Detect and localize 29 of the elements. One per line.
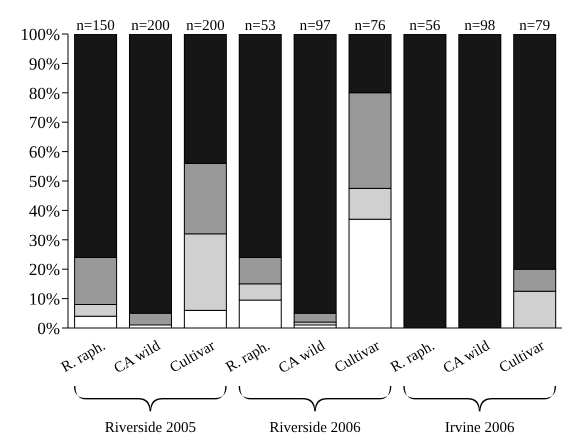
y-tick-label: 50%: [28, 172, 60, 192]
annotation: n=98: [464, 18, 496, 34]
x-tick-label: R. raph.: [388, 338, 438, 376]
y-tick-label: 40%: [28, 201, 60, 220]
text: Irvine 2006: [444, 420, 515, 436]
annotation: n=150: [76, 18, 115, 34]
annotation: n=200: [186, 18, 225, 34]
x-tick-label: CA wild: [440, 338, 493, 377]
y-tick-label: 60%: [28, 142, 60, 162]
y-tick-label: 20%: [28, 260, 60, 280]
annotation: n=56: [409, 18, 441, 34]
x-tick-label: CA wild: [276, 338, 328, 377]
x-tick-label: R. raph.: [223, 338, 273, 376]
annotation: n=200: [131, 18, 170, 34]
text: Riverside 2005: [104, 420, 196, 436]
y-tick-label: 0%: [37, 319, 60, 338]
y-tick-label: 10%: [28, 290, 60, 309]
text: Riverside 2006: [269, 420, 362, 436]
annotation: n=76: [354, 18, 386, 34]
y-tick-label: 70%: [28, 113, 60, 132]
y-tick-label: 80%: [28, 84, 60, 103]
annotation: n=79: [519, 18, 550, 34]
y-tick-label: 100%: [20, 25, 60, 44]
annotation: n=53: [244, 18, 276, 34]
x-tick-label: R. raph.: [58, 338, 108, 376]
y-tick-label: 30%: [28, 230, 60, 250]
x-tick-label: CA wild: [111, 338, 164, 377]
annotation: n=97: [300, 18, 332, 34]
y-tick-label: 90%: [28, 54, 60, 74]
